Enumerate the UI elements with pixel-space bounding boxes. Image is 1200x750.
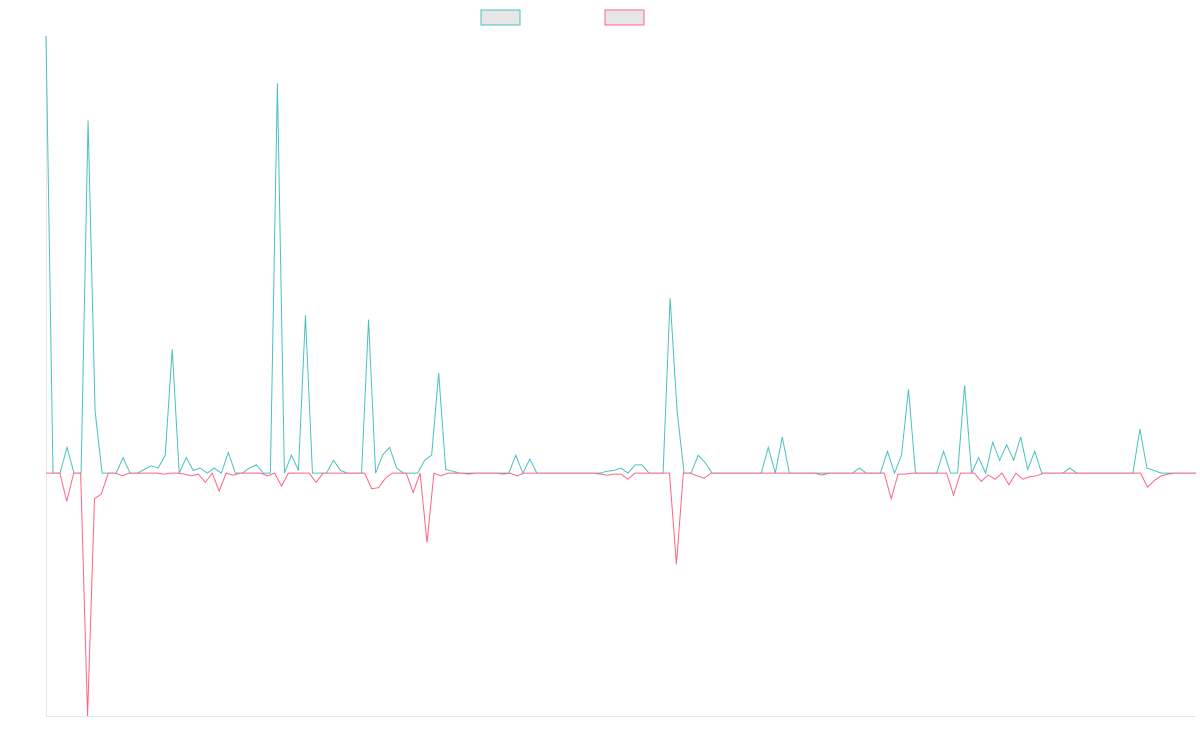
legend-item-series-b[interactable] xyxy=(604,9,645,26)
series-line-a[interactable] xyxy=(45,35,1196,475)
series-layer xyxy=(45,35,1196,717)
legend-item-series-a[interactable] xyxy=(480,9,521,26)
series-line-b[interactable] xyxy=(46,472,1196,717)
legend xyxy=(480,9,645,26)
legend-swatch-series-b xyxy=(604,9,645,26)
legend-swatch-series-a xyxy=(480,9,521,26)
